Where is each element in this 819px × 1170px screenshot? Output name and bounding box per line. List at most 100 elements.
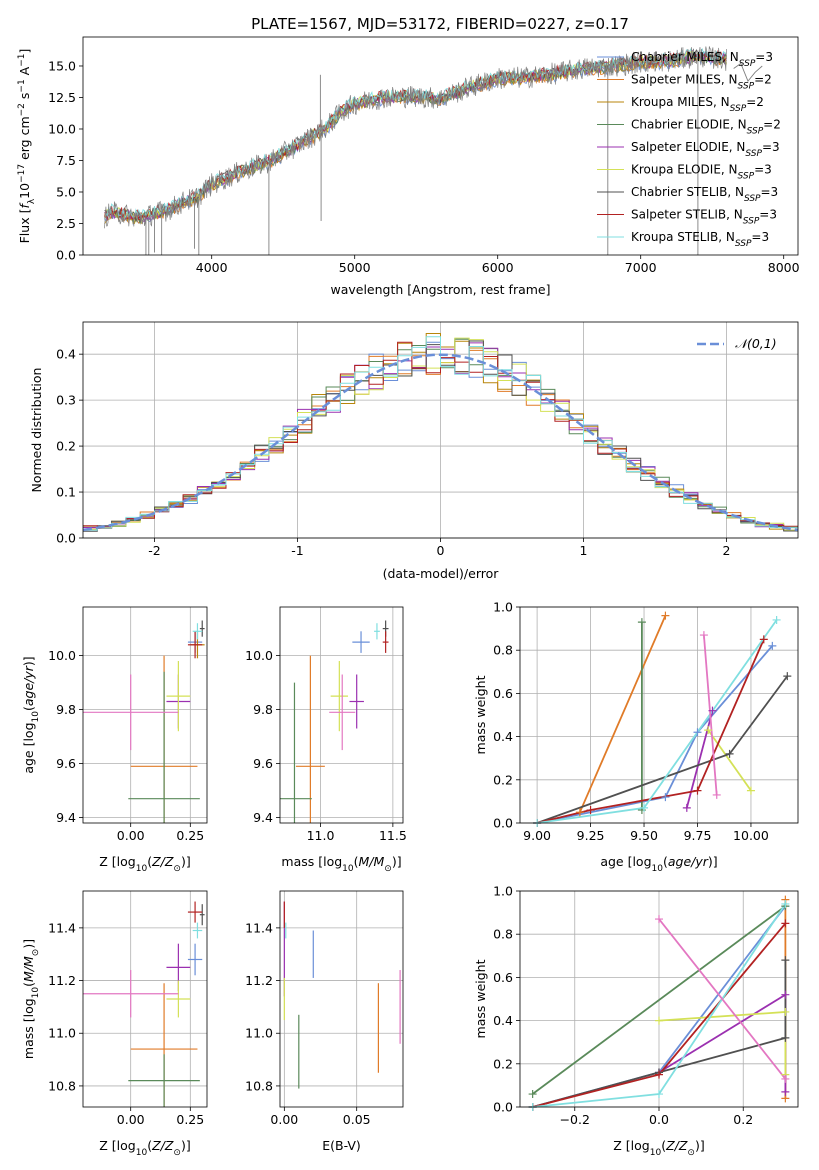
axes-frame — [82, 606, 208, 824]
legend-entry: Salpeter MILES, NSSP=2 — [631, 73, 772, 92]
y-tick-label: 10.0 — [48, 121, 76, 136]
x-axis-label: mass [log10(M/M⊙)] — [281, 854, 401, 874]
label-part: )] — [695, 1138, 705, 1153]
y-tick-label: 0.0 — [56, 531, 76, 546]
label-part: Flux [ — [17, 209, 32, 244]
observed-spectrum-line — [104, 46, 727, 229]
x-tick-label: 0.00 — [270, 1112, 298, 1127]
label-part: −17 — [17, 164, 27, 183]
legend-entry: Chabrier ELODIE, NSSP=2 — [631, 118, 781, 137]
axes-frame — [82, 321, 799, 539]
mass-weight-marker — [781, 899, 790, 908]
mass-weight-marker — [699, 631, 708, 640]
label-part: ( — [661, 1138, 666, 1153]
label-part: ⊙ — [687, 1148, 695, 1158]
y-tick-label: 0.0 — [56, 248, 76, 263]
massweight-vs-z-panel: −0.2 0.0 0.2 0.0 0.2 0.4 0.6 0.8 1.0 Z [log10(Z/Z… — [473, 884, 799, 1158]
mass-weight-line — [579, 615, 667, 813]
label-part: )] — [21, 939, 36, 949]
x-tick-label: 0.00 — [117, 1112, 145, 1127]
label-part: ] — [17, 49, 32, 54]
label-part: age [log — [21, 722, 36, 773]
label-part: =3 — [755, 50, 773, 64]
mass-weight-marker — [655, 1016, 663, 1025]
y-axis-label: mass [log10(M/M⊙)] — [21, 939, 41, 1059]
y-tick-label: 0.0 — [493, 1100, 513, 1115]
x-tick-label: 9.25 — [577, 828, 605, 843]
plot-area — [283, 901, 401, 1089]
label-part: E(B-V) — [322, 1138, 361, 1153]
x-axis-label: wavelength [Angstrom, rest frame] — [330, 282, 550, 297]
y-tick-label: 9.4 — [253, 810, 273, 825]
x-tick-label: 11.5 — [379, 828, 407, 843]
mass-weight-marker — [781, 956, 790, 965]
label-part: =3 — [754, 163, 772, 177]
label-part: ( — [21, 706, 36, 711]
y-tick-label: 2.5 — [56, 216, 76, 231]
label-part: age/yr — [668, 854, 709, 869]
plot-area — [104, 46, 763, 255]
mass-weight-line — [685, 710, 714, 809]
y-tick-label: 0.2 — [56, 439, 76, 454]
x-axis-label: Z [log10(Z/Z⊙)] — [613, 1138, 704, 1158]
normal-reference-curve — [83, 353, 798, 532]
mass-weight-marker — [661, 793, 670, 802]
mass-weight-marker — [693, 728, 702, 737]
plot-area — [83, 901, 205, 1107]
y-tick-label: 10.0 — [245, 648, 273, 663]
y-tick-label: 5.0 — [56, 184, 76, 199]
y-tick-label: 0.1 — [56, 485, 76, 500]
y-tick-label: 9.8 — [253, 702, 273, 717]
label-part: 10 — [136, 864, 148, 874]
y-tick-label: 0.3 — [56, 393, 76, 408]
label-part: SSP — [730, 104, 747, 114]
legend-entry: Salpeter ELODIE, NSSP=3 — [631, 140, 780, 159]
label-part: M/M — [21, 956, 36, 982]
mass-weight-marker — [746, 786, 755, 795]
y-axis-label: Flux [fλ10−17 erg cm−2 s−1 A−1] — [17, 49, 37, 244]
age-vs-z-panel: 0.00 0.259.49.69.810.0Z [log10(Z/Z⊙)]age … — [21, 606, 208, 874]
y-tick-label: 0.6 — [493, 970, 513, 985]
mass-weight-line — [703, 635, 718, 795]
label-part: age/yr — [21, 665, 36, 706]
y-tick-label: 0.0 — [493, 816, 513, 831]
observed-spectrum-tail — [733, 62, 763, 82]
x-tick-label: -2 — [148, 543, 160, 558]
label-part: ( — [147, 854, 152, 869]
y-tick-label: 9.8 — [56, 702, 76, 717]
mass-weight-marker — [655, 1070, 663, 1079]
mass-weight-marker — [712, 790, 721, 799]
label-part: )] — [708, 854, 718, 869]
mass-weight-marker — [759, 635, 768, 644]
mass-weight-marker — [661, 611, 670, 620]
legend-entry: Chabrier STELIB, NSSP=3 — [631, 185, 778, 204]
x-tick-label: 9.00 — [523, 828, 551, 843]
mass-weight-marker — [725, 749, 734, 758]
label-part: =3 — [751, 230, 769, 244]
label-part: SSP — [744, 194, 761, 204]
label-part: SSP — [745, 149, 762, 159]
x-axis-label: Z [log10(Z/Z⊙)] — [99, 1138, 190, 1158]
x-tick-label: -1 — [291, 543, 303, 558]
label-part: =2 — [754, 73, 772, 87]
label-part: ⊙ — [173, 864, 181, 874]
label-part: −2 — [17, 103, 27, 116]
plot-area — [83, 620, 205, 823]
x-axis-label: E(B-V) — [322, 1138, 361, 1153]
y-axis-label: mass weight — [473, 675, 488, 754]
label-part: ( — [354, 854, 359, 869]
label-part: Kroupa STELIB, N — [631, 230, 735, 244]
massweight-vs-age-panel: 9.00 9.25 9.50 9.75 10.00 0.0 0.2 0.4 0.6 0.8 1.0 a… — [473, 600, 799, 874]
mass-weight-line — [707, 729, 752, 792]
y-tick-label: 11.4 — [245, 920, 273, 935]
x-axis-label: age [log10(age/yr)] — [600, 854, 717, 874]
label-part: Z/Z — [151, 1138, 174, 1153]
label-part: Z [log — [613, 1138, 649, 1153]
x-tick-label: 10.00 — [733, 828, 769, 843]
y-axis-label: mass weight — [473, 959, 488, 1038]
axes-frame — [82, 890, 208, 1108]
x-axis-label: (data-model)/error — [383, 566, 500, 581]
